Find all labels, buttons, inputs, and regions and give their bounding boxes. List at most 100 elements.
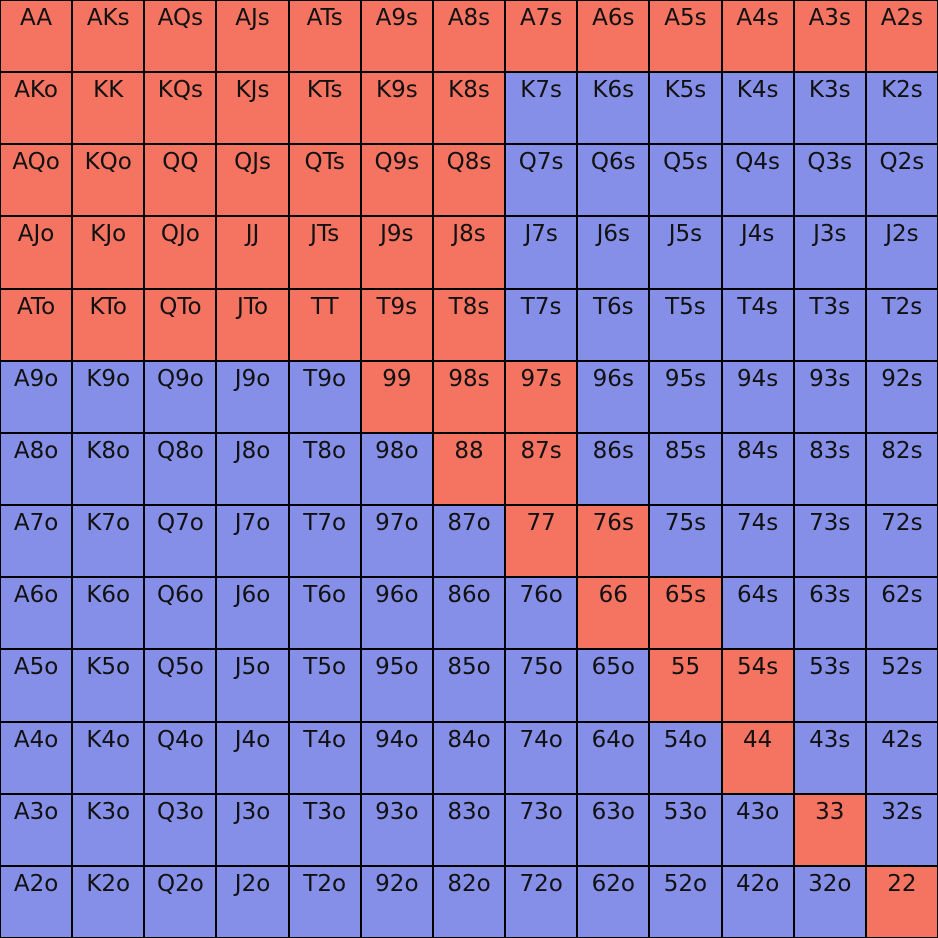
hand-cell-73o[interactable]: 73o <box>506 794 577 865</box>
hand-cell-T8s[interactable]: T8s <box>433 289 505 360</box>
hand-cell-JTs[interactable]: JTs <box>289 217 360 288</box>
hand-cell-32s[interactable]: 32s <box>866 794 937 865</box>
hand-cell-A6o[interactable]: A6o <box>1 578 72 649</box>
hand-cell-T8o[interactable]: T8o <box>289 433 360 505</box>
hand-cell-62o[interactable]: 62o <box>578 866 649 937</box>
hand-cell-94o[interactable]: 94o <box>361 722 432 793</box>
hand-cell-J2s[interactable]: J2s <box>866 217 937 288</box>
hand-cell-T6s[interactable]: T6s <box>578 289 649 360</box>
hand-cell-T5o[interactable]: T5o <box>289 650 360 721</box>
hand-cell-K2s[interactable]: K2s <box>866 73 937 144</box>
hand-cell-JTo[interactable]: JTo <box>217 289 288 360</box>
hand-cell-66[interactable]: 66 <box>578 578 649 649</box>
hand-cell-J9o[interactable]: J9o <box>217 361 288 432</box>
hand-cell-43s[interactable]: 43s <box>794 722 865 793</box>
hand-cell-A7s[interactable]: A7s <box>506 1 577 72</box>
hand-cell-63s[interactable]: 63s <box>794 578 865 649</box>
hand-cell-65s[interactable]: 65s <box>650 578 721 649</box>
hand-cell-Q9s[interactable]: Q9s <box>361 145 432 216</box>
hand-cell-T9o[interactable]: T9o <box>289 361 360 432</box>
hand-cell-22[interactable]: 22 <box>866 866 937 937</box>
hand-cell-A5s[interactable]: A5s <box>650 1 721 72</box>
hand-cell-J8s[interactable]: J8s <box>433 217 505 288</box>
hand-cell-J3s[interactable]: J3s <box>794 217 865 288</box>
hand-cell-65o[interactable]: 65o <box>578 650 649 721</box>
hand-cell-K9o[interactable]: K9o <box>73 361 144 432</box>
hand-cell-Q8o[interactable]: Q8o <box>145 433 216 505</box>
hand-cell-63o[interactable]: 63o <box>578 794 649 865</box>
hand-cell-33[interactable]: 33 <box>794 794 865 865</box>
hand-cell-75s[interactable]: 75s <box>650 506 721 577</box>
hand-cell-A4o[interactable]: A4o <box>1 722 72 793</box>
hand-cell-Q7o[interactable]: Q7o <box>145 506 216 577</box>
hand-cell-Q2s[interactable]: Q2s <box>866 145 937 216</box>
hand-cell-K4s[interactable]: K4s <box>722 73 793 144</box>
hand-cell-76o[interactable]: 76o <box>506 578 577 649</box>
hand-cell-KK[interactable]: KK <box>73 73 144 144</box>
hand-cell-Q6o[interactable]: Q6o <box>145 578 216 649</box>
hand-cell-T4s[interactable]: T4s <box>722 289 793 360</box>
hand-cell-KTs[interactable]: KTs <box>289 73 360 144</box>
hand-cell-K5o[interactable]: K5o <box>73 650 144 721</box>
hand-cell-A2s[interactable]: A2s <box>866 1 937 72</box>
hand-cell-QJs[interactable]: QJs <box>217 145 288 216</box>
hand-cell-T3o[interactable]: T3o <box>289 794 360 865</box>
hand-cell-87o[interactable]: 87o <box>433 506 505 577</box>
hand-cell-84s[interactable]: 84s <box>722 433 793 505</box>
hand-cell-87s[interactable]: 87s <box>506 433 577 505</box>
hand-cell-Q4o[interactable]: Q4o <box>145 722 216 793</box>
hand-cell-62s[interactable]: 62s <box>866 578 937 649</box>
hand-cell-42s[interactable]: 42s <box>866 722 937 793</box>
hand-cell-A3s[interactable]: A3s <box>794 1 865 72</box>
hand-cell-53o[interactable]: 53o <box>650 794 721 865</box>
hand-cell-J2o[interactable]: J2o <box>217 866 288 937</box>
hand-cell-97s[interactable]: 97s <box>506 361 577 432</box>
hand-cell-55[interactable]: 55 <box>650 650 721 721</box>
hand-cell-J3o[interactable]: J3o <box>217 794 288 865</box>
hand-cell-94s[interactable]: 94s <box>722 361 793 432</box>
hand-cell-J4s[interactable]: J4s <box>722 217 793 288</box>
hand-cell-K6s[interactable]: K6s <box>578 73 649 144</box>
hand-cell-64s[interactable]: 64s <box>722 578 793 649</box>
hand-cell-96o[interactable]: 96o <box>361 578 432 649</box>
hand-cell-AKs[interactable]: AKs <box>73 1 144 72</box>
hand-cell-92o[interactable]: 92o <box>361 866 432 937</box>
hand-cell-85s[interactable]: 85s <box>650 433 721 505</box>
hand-cell-T7o[interactable]: T7o <box>289 506 360 577</box>
hand-cell-73s[interactable]: 73s <box>794 506 865 577</box>
hand-cell-AQs[interactable]: AQs <box>145 1 216 72</box>
hand-cell-99[interactable]: 99 <box>361 361 432 432</box>
hand-cell-K7o[interactable]: K7o <box>73 506 144 577</box>
hand-cell-92s[interactable]: 92s <box>866 361 937 432</box>
hand-cell-K7s[interactable]: K7s <box>506 73 577 144</box>
hand-cell-J8o[interactable]: J8o <box>217 433 288 505</box>
hand-cell-J4o[interactable]: J4o <box>217 722 288 793</box>
hand-cell-A8o[interactable]: A8o <box>1 433 72 505</box>
hand-cell-98o[interactable]: 98o <box>361 433 432 505</box>
hand-cell-QTo[interactable]: QTo <box>145 289 216 360</box>
hand-cell-QTs[interactable]: QTs <box>289 145 360 216</box>
hand-cell-J5s[interactable]: J5s <box>650 217 721 288</box>
hand-cell-42o[interactable]: 42o <box>722 866 793 937</box>
hand-cell-98s[interactable]: 98s <box>433 361 505 432</box>
hand-cell-K8o[interactable]: K8o <box>73 433 144 505</box>
hand-cell-88[interactable]: 88 <box>433 433 505 505</box>
hand-cell-44[interactable]: 44 <box>722 722 793 793</box>
hand-cell-64o[interactable]: 64o <box>578 722 649 793</box>
hand-cell-75o[interactable]: 75o <box>506 650 577 721</box>
hand-cell-A2o[interactable]: A2o <box>1 866 72 937</box>
hand-cell-Q6s[interactable]: Q6s <box>578 145 649 216</box>
hand-cell-83s[interactable]: 83s <box>794 433 865 505</box>
hand-cell-J9s[interactable]: J9s <box>361 217 432 288</box>
hand-cell-K5s[interactable]: K5s <box>650 73 721 144</box>
hand-cell-A3o[interactable]: A3o <box>1 794 72 865</box>
hand-cell-72s[interactable]: 72s <box>866 506 937 577</box>
hand-cell-J6s[interactable]: J6s <box>578 217 649 288</box>
hand-cell-K6o[interactable]: K6o <box>73 578 144 649</box>
hand-cell-J7s[interactable]: J7s <box>506 217 577 288</box>
hand-cell-86o[interactable]: 86o <box>433 578 505 649</box>
hand-cell-T7s[interactable]: T7s <box>506 289 577 360</box>
hand-cell-A9s[interactable]: A9s <box>361 1 432 72</box>
hand-cell-T9s[interactable]: T9s <box>361 289 432 360</box>
hand-cell-K3s[interactable]: K3s <box>794 73 865 144</box>
